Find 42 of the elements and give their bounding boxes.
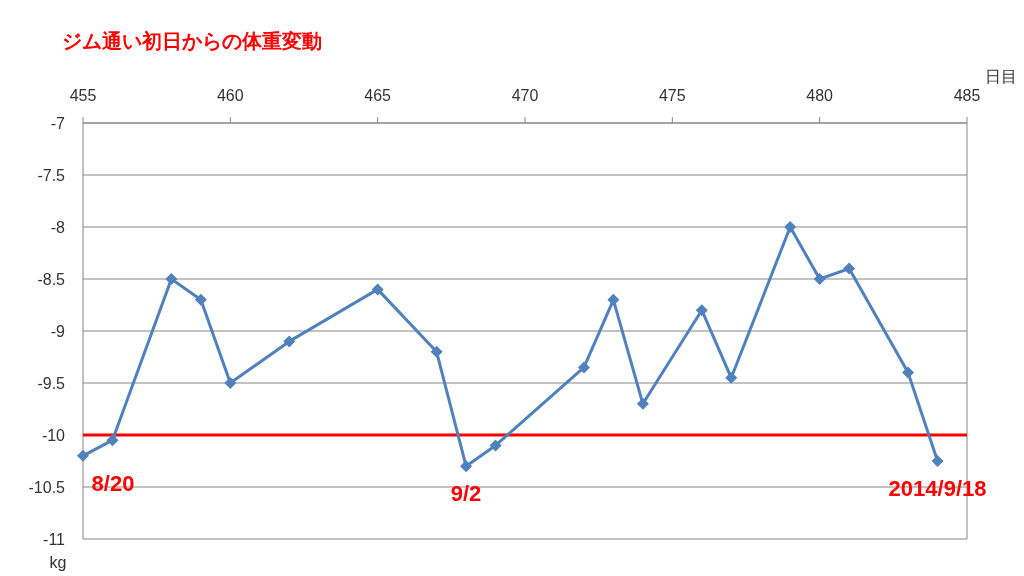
x-tick-label: 470: [511, 87, 539, 104]
y-tick-label: -7.5: [37, 167, 66, 184]
y-tick-label: -10: [41, 427, 66, 444]
annotation: 9/2: [450, 481, 482, 507]
point: [77, 449, 89, 462]
x-tick-label: 455: [69, 87, 97, 104]
x-tick-label: 485: [953, 87, 981, 104]
point: [489, 439, 502, 452]
x-tick-label: 465: [364, 87, 392, 104]
y-axis-title: kg: [49, 554, 67, 571]
point: [460, 460, 473, 473]
point: [577, 361, 590, 374]
y-tick-label: -11: [43, 531, 66, 548]
point: [636, 397, 649, 410]
point: [283, 335, 296, 348]
x-tick-label: 475: [658, 87, 686, 104]
x-tick-label: 460: [216, 87, 244, 104]
chart-title: ジム通い初日からの体重変動: [62, 30, 322, 52]
point: [843, 262, 856, 275]
annotation: 8/20: [91, 470, 135, 496]
point: [165, 273, 178, 285]
point: [931, 455, 944, 467]
point: [784, 221, 797, 233]
point: [430, 345, 443, 358]
y-tick-label: -8: [50, 219, 66, 236]
y-tick-label: -8.5: [37, 271, 66, 288]
x-tick-label: 480: [806, 87, 834, 104]
point: [902, 366, 915, 379]
y-tick-label: -10.5: [28, 479, 66, 496]
point: [813, 273, 826, 285]
y-tick-label: -9: [50, 323, 66, 340]
point: [607, 293, 620, 306]
point: [224, 377, 237, 389]
y-tick-label: -9.5: [37, 375, 66, 392]
point: [695, 304, 708, 317]
point: [371, 283, 384, 296]
point: [194, 293, 207, 306]
point: [106, 434, 119, 447]
annotation: 2014/9/18: [888, 476, 987, 501]
x-axis-title: 日目: [985, 68, 1017, 85]
y-tick-label: -7: [50, 115, 66, 132]
point: [725, 371, 738, 384]
